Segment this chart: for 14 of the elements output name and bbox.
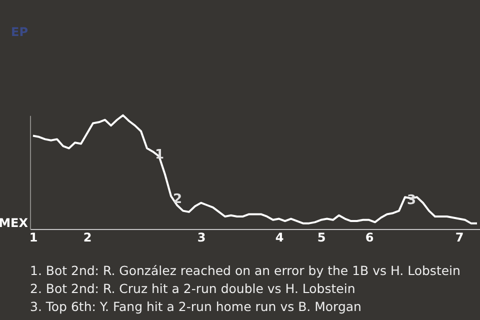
x-tick-label: 2 [83, 230, 92, 244]
x-tick-label: 3 [197, 230, 206, 244]
x-tick-label: 4 [275, 230, 284, 244]
text: 3. Top 6th: Y. Fang hit a 2-run home run vs B. Morgan [30, 299, 362, 314]
text: MEX [0, 216, 29, 230]
text: 2. Bot 2nd: R. Cruz hit a 2-run double vs H. Lobstein [30, 281, 356, 296]
text: 1. Bot 2nd: R. González reached on an error by the 1B vs H. Lobstein [30, 263, 460, 278]
annotation: 2 [173, 192, 182, 208]
annotation: 1 [155, 148, 164, 163]
x-tick-label: 1 [29, 230, 38, 244]
x-tick-label: 5 [317, 230, 326, 244]
x-tick-label: 7 [455, 230, 464, 244]
text: EP [11, 25, 28, 39]
x-tick-label: 6 [365, 230, 374, 244]
